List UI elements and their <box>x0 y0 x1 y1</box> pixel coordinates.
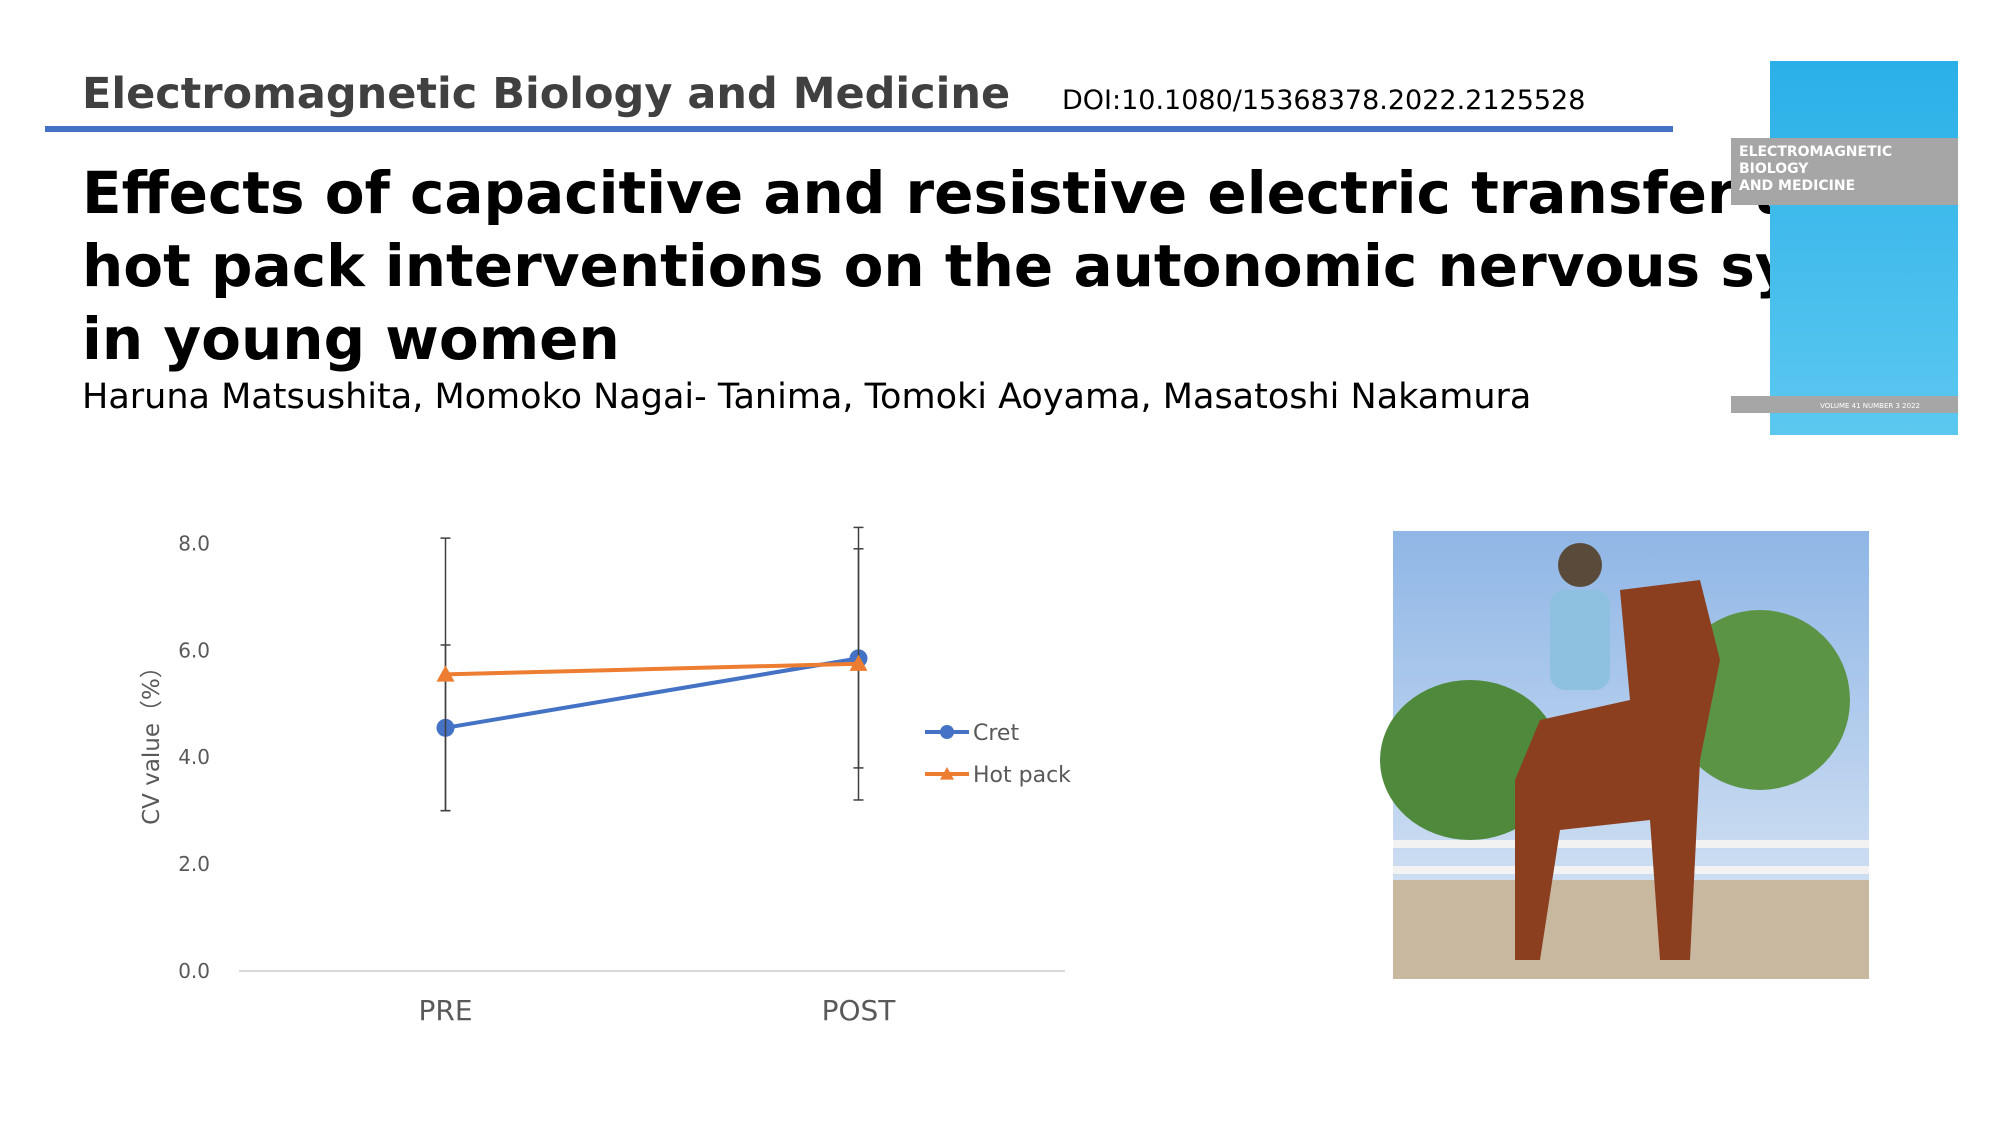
header-rule <box>45 126 1673 132</box>
cover-band <box>1731 138 1958 205</box>
y-tick-label: 8.0 <box>178 531 210 555</box>
photo-horse <box>1515 580 1720 960</box>
legend-marker <box>940 725 954 739</box>
title-line: in young women <box>82 305 620 373</box>
marker <box>849 654 868 671</box>
photo-rider-body <box>1550 590 1610 690</box>
y-tick-label: 0.0 <box>178 959 210 983</box>
journal-cover: ELECTROMAGNETIC BIOLOGY AND MEDICINE VOL… <box>1731 61 1958 435</box>
series-line <box>445 656 859 730</box>
cover-title: BIOLOGY <box>1739 161 1809 177</box>
cover-volume: VOLUME 41 NUMBER 3 2022 <box>1820 402 1920 410</box>
y-tick-label: 2.0 <box>178 852 210 876</box>
doi: DOI:10.1080/15368378.2022.2125528 <box>1062 85 1585 116</box>
journal-name: Electromagnetic Biology and Medicine <box>82 69 1010 119</box>
marker <box>436 665 455 682</box>
chart: CV value（%） 0.0 2.0 4.0 6.0 8.0 PRE POST Cret Ho… <box>139 526 1071 1027</box>
photo-rider-head <box>1558 543 1602 587</box>
cover-footer <box>1731 396 1958 413</box>
photo <box>1380 531 1869 979</box>
cover-title: ELECTROMAGNETIC <box>1739 144 1892 160</box>
cover-bg <box>1770 61 1958 435</box>
authors: Haruna Matsushita, Momoko Nagai- Tanima,… <box>82 377 1531 417</box>
photo-fence <box>1393 840 1869 848</box>
photo-ground <box>1393 880 1869 979</box>
y-tick-label: 6.0 <box>178 638 210 662</box>
title-line: hot pack interventions on the autonomic … <box>82 232 1955 300</box>
title-line: Effects of capacitive and resistive elec… <box>82 159 1878 227</box>
series-line <box>445 661 859 677</box>
legend-label: Cret <box>973 721 1019 746</box>
legend-label: Hot pack <box>973 763 1071 788</box>
photo-fence <box>1393 866 1869 874</box>
y-tick-label: 4.0 <box>178 745 210 769</box>
x-tick-label: PRE <box>418 994 472 1027</box>
cover-title: AND MEDICINE <box>1739 178 1855 194</box>
x-tick-label: POST <box>822 994 897 1027</box>
y-axis-label: CV value（%） <box>139 655 165 825</box>
legend-marker <box>940 767 954 780</box>
